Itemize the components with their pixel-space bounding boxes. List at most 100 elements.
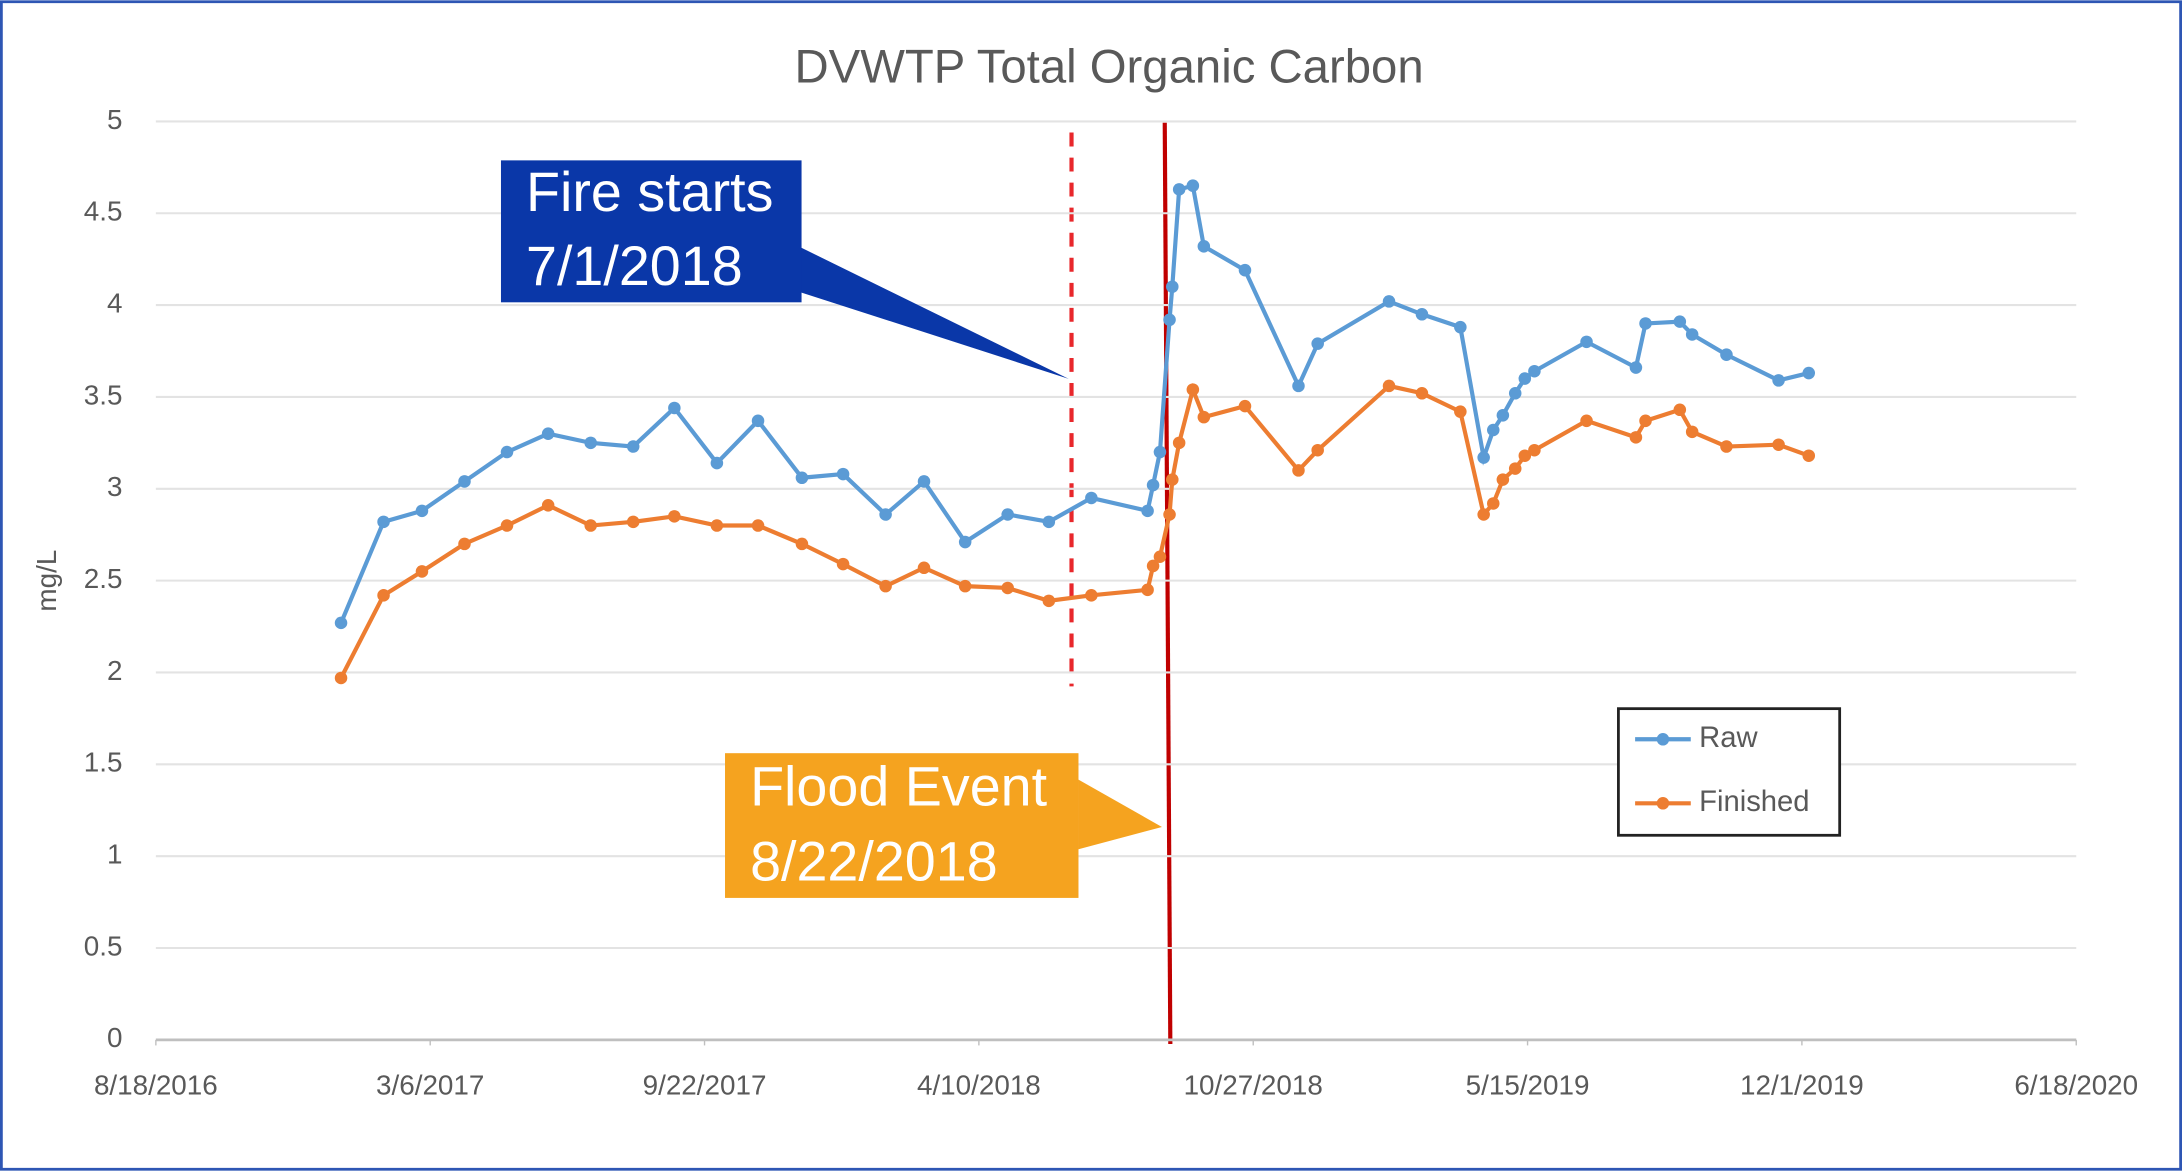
point — [795, 471, 809, 485]
annotation-text: Flood Event — [750, 755, 1048, 817]
point — [1042, 515, 1056, 529]
flood-line — [1162, 122, 1173, 1045]
point — [1382, 379, 1396, 393]
x-tick-label: 9/22/2017 — [643, 1070, 767, 1101]
point — [1166, 280, 1179, 293]
point — [458, 537, 471, 551]
point — [1153, 445, 1167, 459]
y-tick-label: 0 — [107, 1022, 122, 1053]
point — [500, 519, 514, 532]
y-axis-label: mg/L — [31, 550, 62, 612]
point — [1487, 497, 1500, 510]
fire-box — [500, 160, 802, 303]
x-tick-label: 8/18/2016 — [94, 1070, 218, 1101]
point — [415, 565, 429, 578]
point — [879, 579, 892, 593]
annotation-text: 7/1/2018 — [526, 235, 743, 297]
point — [1720, 348, 1733, 361]
point — [1146, 559, 1160, 573]
y-tick-label: 2 — [107, 655, 122, 686]
y-tick-label: 2.5 — [84, 563, 123, 594]
point — [1172, 183, 1186, 196]
point — [1580, 335, 1593, 349]
point — [1238, 263, 1252, 277]
chart-title: DVWTP Total Organic Carbon — [795, 40, 1424, 93]
point — [1172, 436, 1186, 450]
plot-area: 0 0.5 1 1.5 2 2.5 3 3.5 4 4.5 5 8/18/2016 3/6/2017 9/… — [84, 104, 2138, 1101]
point — [1085, 491, 1098, 505]
point — [1673, 403, 1687, 417]
point — [1528, 443, 1541, 457]
point — [1454, 405, 1467, 418]
annotation-text: Fire starts — [526, 161, 773, 223]
point — [584, 519, 597, 532]
point — [1311, 337, 1324, 350]
point — [334, 616, 348, 630]
y-tick-label: 4.5 — [84, 196, 123, 227]
point — [958, 579, 972, 593]
point — [1477, 508, 1490, 521]
flood-box — [725, 753, 1079, 898]
x-tick-label: 10/27/2018 — [1184, 1070, 1323, 1101]
y-tick-label: 3 — [107, 471, 122, 502]
point — [1292, 464, 1305, 477]
point — [1528, 364, 1541, 378]
point — [795, 537, 809, 551]
point — [1415, 387, 1429, 400]
point — [626, 440, 640, 453]
point — [1580, 414, 1593, 428]
point — [1197, 240, 1211, 253]
legend-label: Finished — [1699, 786, 1809, 818]
point — [836, 557, 850, 571]
point — [1496, 409, 1510, 422]
x-tick-label: 12/1/2019 — [1740, 1070, 1864, 1101]
point — [415, 504, 429, 518]
point — [1685, 425, 1699, 439]
point — [668, 401, 681, 415]
x-tick-label: 4/10/2018 — [917, 1070, 1041, 1101]
point — [1166, 473, 1179, 486]
point — [668, 510, 681, 523]
point — [1163, 313, 1176, 327]
point — [1415, 308, 1429, 321]
point — [1508, 462, 1522, 475]
point — [1673, 315, 1687, 328]
point — [1487, 423, 1500, 437]
point — [1772, 374, 1785, 387]
point — [1639, 414, 1652, 428]
y-tick-label: 5 — [107, 104, 122, 135]
point — [500, 445, 514, 459]
point — [836, 467, 850, 481]
point — [1639, 317, 1652, 330]
x-tick-label: 6/18/2020 — [2014, 1070, 2138, 1101]
point — [1163, 508, 1176, 521]
point — [1518, 372, 1532, 385]
point — [541, 427, 555, 440]
point — [1238, 399, 1252, 413]
point — [334, 671, 348, 685]
point — [1382, 295, 1396, 308]
point — [1001, 508, 1014, 521]
x-tick-label: 3/6/2017 — [376, 1070, 484, 1101]
point — [377, 589, 390, 602]
point — [584, 436, 597, 450]
point — [1629, 361, 1643, 374]
point — [1772, 438, 1785, 451]
point — [458, 475, 471, 488]
point — [1454, 320, 1467, 334]
legend-marker — [1656, 733, 1670, 746]
x-tick-label: 5/15/2019 — [1466, 1070, 1590, 1101]
point — [710, 456, 724, 470]
point — [1042, 594, 1056, 608]
y-tick-label: 1.5 — [84, 747, 123, 778]
point — [1186, 383, 1200, 396]
point — [1802, 449, 1816, 462]
point — [917, 475, 931, 488]
point — [710, 519, 724, 532]
point — [1496, 473, 1510, 486]
y-tick-label: 3.5 — [84, 379, 123, 410]
point — [1153, 550, 1167, 564]
annotation-text: 8/22/2018 — [750, 831, 998, 893]
